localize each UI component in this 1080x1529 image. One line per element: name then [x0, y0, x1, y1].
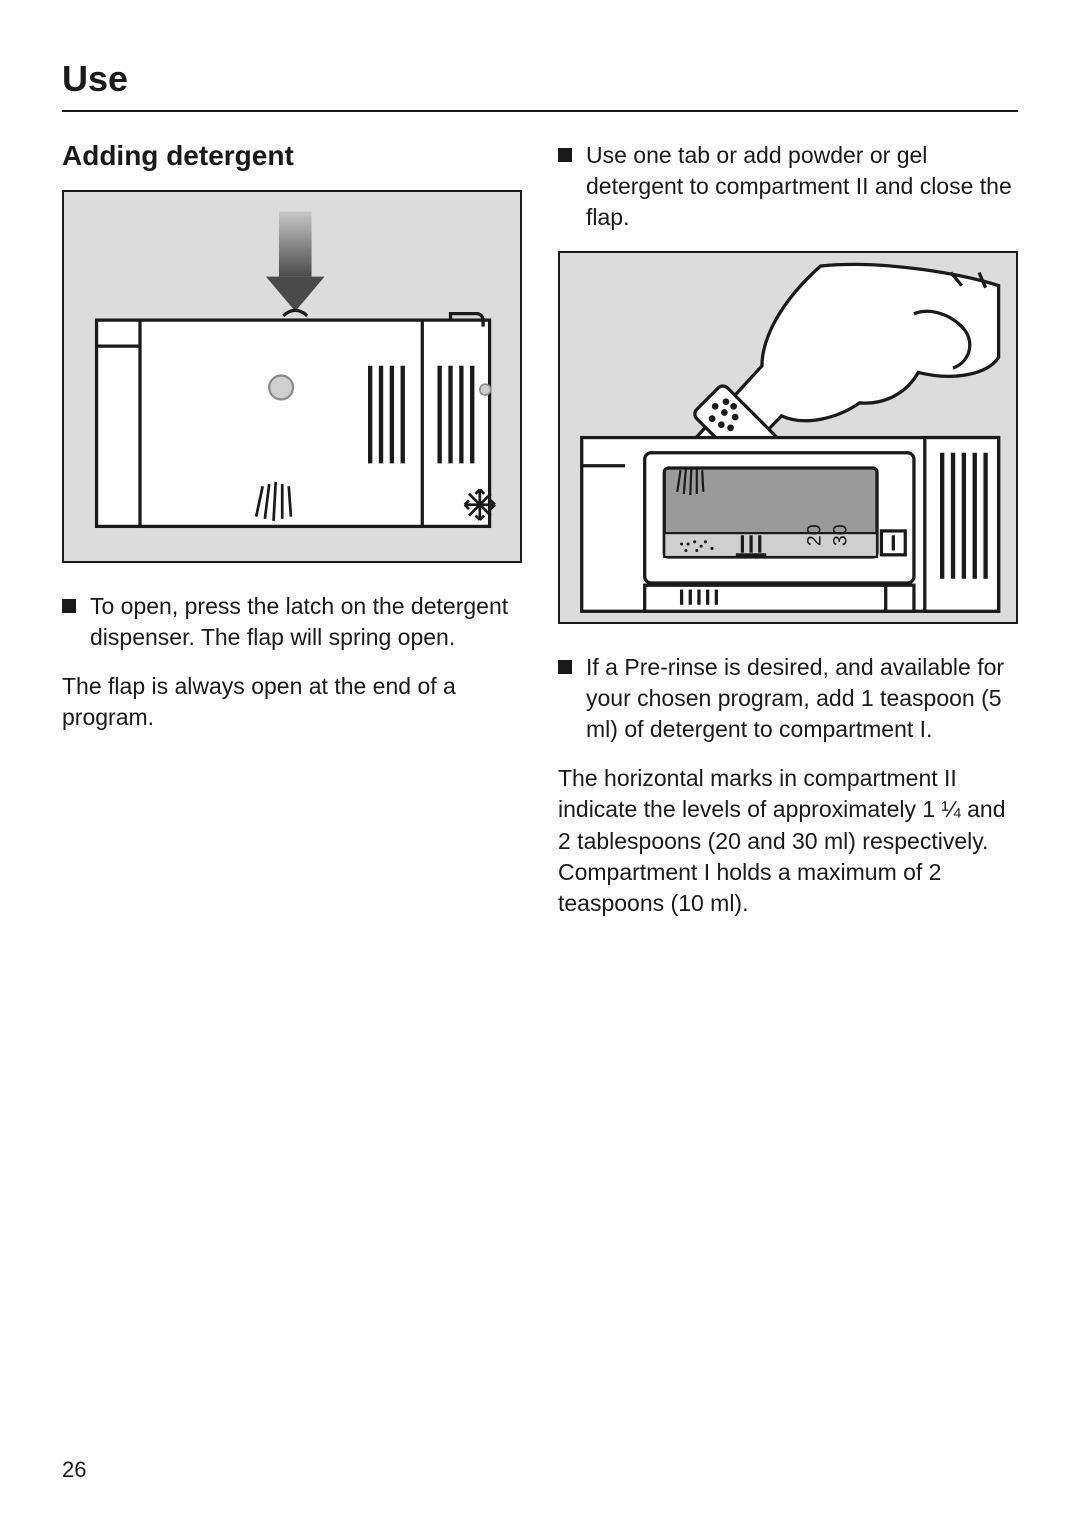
- page-title: Use: [62, 58, 1018, 112]
- square-bullet-icon: [558, 148, 572, 162]
- body-paragraph: The horizontal marks in compartment II i…: [558, 763, 1018, 918]
- figure-dispenser-closed: [62, 190, 522, 563]
- left-column: Adding detergent: [62, 140, 522, 937]
- square-bullet-icon: [62, 599, 76, 613]
- bullet-item: Use one tab or add powder or gel deterge…: [558, 140, 1018, 233]
- bullet-item: If a Pre-rinse is desired, and available…: [558, 652, 1018, 745]
- bullet-text: Use one tab or add powder or gel deterge…: [586, 140, 1018, 233]
- manual-page: Use Adding detergent: [0, 0, 1080, 1529]
- body-paragraph: The flap is always open at the end of a …: [62, 671, 522, 733]
- bullet-text: To open, press the latch on the detergen…: [90, 591, 522, 653]
- square-bullet-icon: [558, 660, 572, 674]
- page-number: 26: [62, 1457, 86, 1483]
- bullet-text: If a Pre-rinse is desired, and available…: [586, 652, 1018, 745]
- figure-dispenser-open: 20 30: [558, 251, 1018, 624]
- bullet-item: To open, press the latch on the detergen…: [62, 591, 522, 653]
- label-30: 30: [830, 524, 852, 546]
- right-column: Use one tab or add powder or gel deterge…: [558, 140, 1018, 937]
- two-column-layout: Adding detergent: [62, 140, 1018, 937]
- section-heading: Adding detergent: [62, 140, 522, 172]
- label-20: 20: [804, 524, 826, 546]
